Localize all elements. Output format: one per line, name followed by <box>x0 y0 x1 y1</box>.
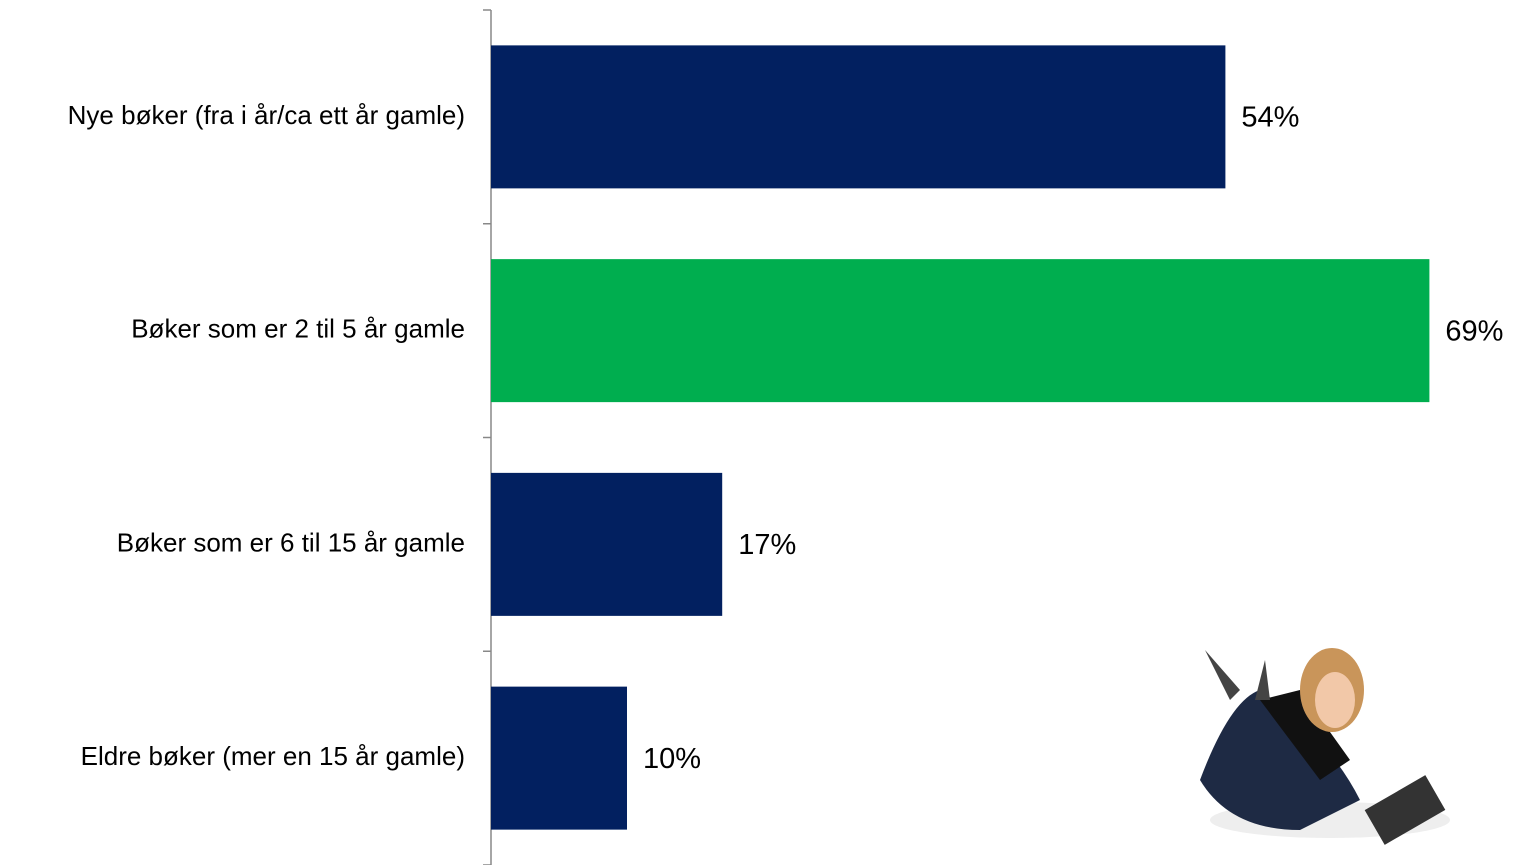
illustration <box>1200 648 1450 845</box>
category-label: Bøker som er 6 til 15 år gamle <box>117 527 465 557</box>
value-label: 69% <box>1445 315 1503 347</box>
bar <box>491 259 1430 403</box>
category-label: Nye bøker (fra i år/ca ett år gamle) <box>68 100 465 130</box>
bar <box>491 45 1226 189</box>
value-label: 10% <box>643 743 701 775</box>
value-label: 54% <box>1241 102 1299 134</box>
category-label: Bøker som er 2 til 5 år gamle <box>131 314 465 344</box>
bar <box>491 472 723 616</box>
category-label: Eldre bøker (mer en 15 år gamle) <box>81 741 465 771</box>
value-label: 17% <box>738 529 796 561</box>
bar <box>491 686 627 830</box>
